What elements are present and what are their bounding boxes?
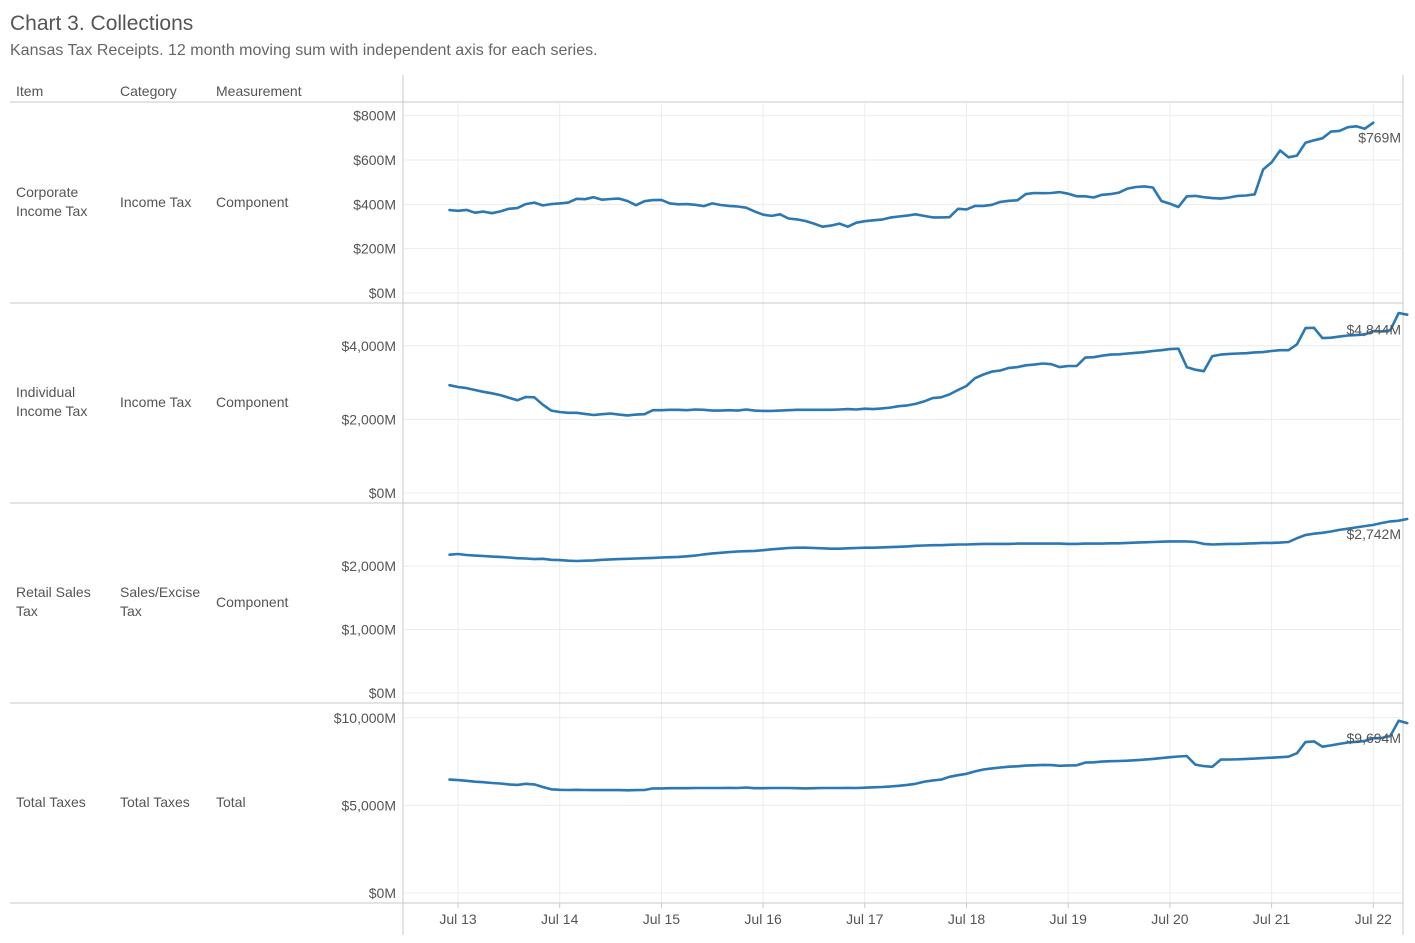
series-line-2 [448,517,1409,563]
y-tick-label: $200M [353,241,396,257]
y-tick-label: $0M [369,285,396,301]
x-tick-label: Jul 21 [1253,911,1291,927]
x-tick-label: Jul 13 [439,911,477,927]
y-tick-label: $1,000M [342,622,396,638]
row-3-measurement-label: Total [216,794,246,810]
row-2-measurement-label: Component [216,594,289,610]
x-tick-label: Jul 15 [643,911,681,927]
row-2-category-label: Sales/Excise Tax [120,584,201,619]
y-tick-label: $2,000M [342,558,396,574]
y-tick-label: $0M [369,885,396,901]
row-1-measurement-label: Component [216,394,289,410]
end-value-label: $769M [1358,130,1401,146]
y-tick-label: $5,000M [342,797,396,813]
series-line-0 [448,121,1375,228]
y-tick-label: $400M [353,196,396,212]
row-0-measurement-label: Component [216,194,289,210]
x-tick-label: Jul 16 [744,911,782,927]
y-tick-label: $600M [353,152,396,168]
column-header-category: Category [120,83,177,99]
row-1-item-label: Individual Income Tax [16,384,88,419]
y-tick-label: $800M [353,108,396,124]
row-3-item-label: Total Taxes [16,794,86,810]
row-1-category-label: Income Tax [120,394,192,410]
column-header-measurement: Measurement [216,83,302,99]
x-tick-label: Jul 18 [948,911,986,927]
end-value-label: $9,694M [1347,730,1401,746]
y-tick-label: $4,000M [342,338,396,354]
y-tick-label: $10,000M [334,710,396,726]
x-tick-label: Jul 20 [1151,911,1189,927]
series-line-3 [448,719,1409,792]
end-value-label: $4,844M [1347,322,1401,338]
row-2-item-label: Retail Sales Tax [16,584,91,619]
column-header-item: Item [16,83,44,99]
y-tick-label: $2,000M [342,411,396,427]
row-0-item-label: Corporate Income Tax [16,184,88,219]
x-tick-label: Jul 22 [1355,911,1393,927]
row-3-category-label: Total Taxes [120,794,190,810]
y-tick-label: $0M [369,685,396,701]
y-tick-label: $0M [369,485,396,501]
x-tick-label: Jul 17 [846,911,884,927]
chart-subtitle: Kansas Tax Receipts. 12 month moving sum… [10,42,598,59]
series-line-1 [448,311,1409,417]
x-tick-label: Jul 19 [1050,911,1088,927]
row-0-category-label: Income Tax [120,194,192,210]
end-value-label: $2,742M [1347,526,1401,542]
x-tick-label: Jul 14 [541,911,579,927]
chart-title: Chart 3. Collections [10,12,194,35]
